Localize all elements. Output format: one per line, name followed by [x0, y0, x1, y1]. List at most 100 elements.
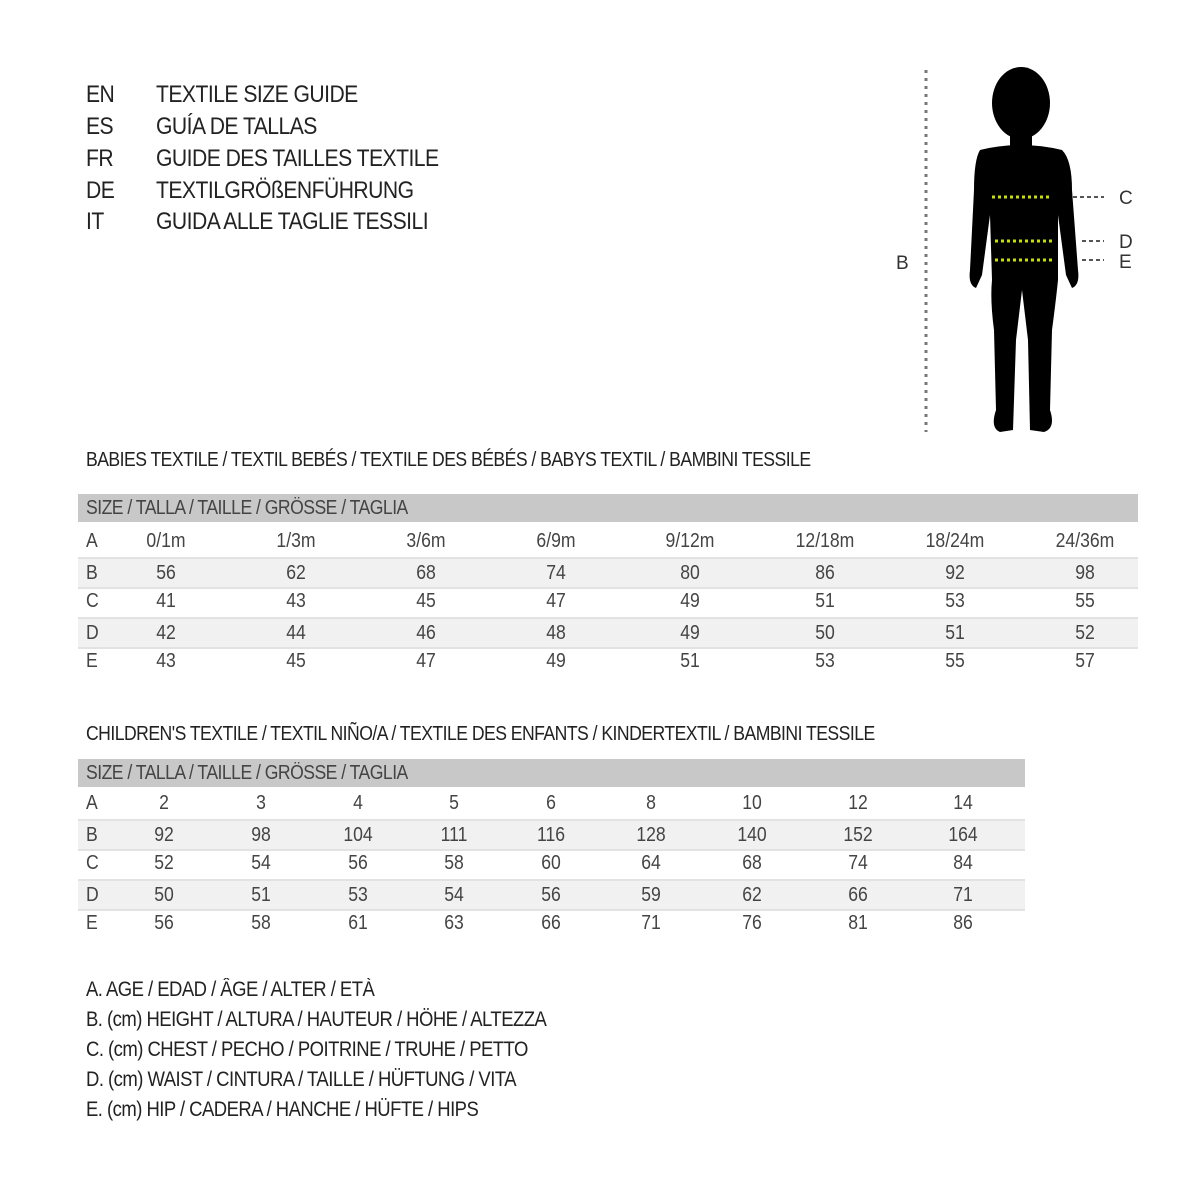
- table-cell: 68: [742, 852, 762, 874]
- table-cell: 12/18m: [795, 530, 855, 552]
- table-cell: 74: [848, 852, 868, 874]
- table-cell: 116: [536, 824, 566, 846]
- language-title: GUIDA ALLE TAGLIE TESSILI: [156, 208, 429, 235]
- table-cell: 51: [945, 622, 965, 644]
- table-cell: 10: [742, 792, 762, 814]
- babies-header-bar: SIZE / TALLA / TAILLE / GRÖSSE / TAGLIA: [78, 494, 1138, 522]
- label-d: D: [1119, 232, 1133, 253]
- table-cell: 62: [742, 884, 762, 906]
- table-cell: 98: [251, 824, 271, 846]
- table-cell: 14: [953, 792, 973, 814]
- language-code: IT: [86, 208, 104, 235]
- table-cell: 98: [1075, 562, 1095, 584]
- legend-item: E. (cm) HIP / CADERA / HANCHE / HÜFTE / …: [86, 1098, 479, 1121]
- label-b: B: [896, 253, 909, 274]
- row-label: B: [86, 824, 98, 846]
- table-cell: 86: [953, 912, 973, 934]
- row-label: A: [86, 530, 98, 552]
- label-e: E: [1119, 252, 1132, 273]
- table-cell: 54: [444, 884, 464, 906]
- babies-header: SIZE / TALLA / TAILLE / GRÖSSE / TAGLIA: [86, 497, 408, 519]
- legend-item: D. (cm) WAIST / CINTURA / TAILLE / HÜFTU…: [86, 1068, 517, 1091]
- table-cell: 49: [680, 622, 700, 644]
- row-label: D: [86, 622, 99, 644]
- table-cell: 92: [154, 824, 174, 846]
- table-cell: 84: [953, 852, 973, 874]
- table-cell: 45: [286, 650, 306, 672]
- language-title: TEXTILE SIZE GUIDE: [156, 81, 358, 108]
- table-cell: 3: [256, 792, 266, 814]
- table-cell: 57: [1075, 650, 1095, 672]
- table-cell: 55: [1075, 590, 1095, 612]
- legend-item: A. AGE / EDAD / ÂGE / ALTER / ETÀ: [86, 978, 375, 1001]
- row-label: E: [86, 912, 98, 934]
- language-title: TEXTILGRÖßENFÜHRUNG: [156, 177, 414, 204]
- children-header: SIZE / TALLA / TAILLE / GRÖSSE / TAGLIA: [86, 762, 408, 784]
- table-cell: 111: [440, 824, 468, 846]
- table-cell: 63: [444, 912, 464, 934]
- table-cell: 52: [154, 852, 174, 874]
- table-cell: 61: [348, 912, 368, 934]
- row-label: A: [86, 792, 98, 814]
- table-cell: 6: [546, 792, 556, 814]
- table-row: C 41 43 45 47 49 51 53 55: [78, 587, 1138, 615]
- table-cell: 68: [416, 562, 436, 584]
- row-label: D: [86, 884, 99, 906]
- table-cell: 43: [156, 650, 176, 672]
- language-title: GUIDE DES TAILLES TEXTILE: [156, 145, 439, 172]
- row-label: C: [86, 852, 99, 874]
- table-cell: 71: [641, 912, 661, 934]
- table-cell: 56: [348, 852, 368, 874]
- children-title: CHILDREN'S TEXTILE / TEXTIL NIÑO/A / TEX…: [86, 723, 875, 745]
- table-cell: 24/36m: [1055, 530, 1115, 552]
- table-cell: 53: [348, 884, 368, 906]
- table-cell: 2: [159, 792, 169, 814]
- table-cell: 164: [948, 824, 978, 846]
- table-cell: 58: [444, 852, 464, 874]
- table-cell: 50: [154, 884, 174, 906]
- language-code: ES: [86, 113, 114, 140]
- child-silhouette-figure: B C D E: [896, 67, 1133, 432]
- table-cell: 51: [251, 884, 271, 906]
- table-cell: 152: [843, 824, 873, 846]
- table-cell: 41: [156, 590, 176, 612]
- table-cell: 53: [815, 650, 835, 672]
- table-cell: 46: [416, 622, 436, 644]
- babies-title: BABIES TEXTILE / TEXTIL BEBÉS / TEXTILE …: [86, 449, 811, 471]
- table-cell: 12: [848, 792, 868, 814]
- table-cell: 47: [546, 590, 566, 612]
- table-cell: 18/24m: [925, 530, 985, 552]
- table-cell: 42: [156, 622, 176, 644]
- language-code: FR: [86, 145, 114, 172]
- row-label: C: [86, 590, 99, 612]
- language-title: GUÍA DE TALLAS: [156, 113, 317, 140]
- table-row: D 50 51 53 54 56 59 62 66 71: [78, 879, 1025, 911]
- table-cell: 56: [154, 912, 174, 934]
- table-cell: 49: [680, 590, 700, 612]
- table-cell: 51: [815, 590, 835, 612]
- table-cell: 76: [742, 912, 762, 934]
- table-row: E 43 45 47 49 51 53 55 57: [78, 647, 1138, 675]
- table-cell: 8: [646, 792, 656, 814]
- table-cell: 4: [353, 792, 363, 814]
- table-cell: 50: [815, 622, 835, 644]
- table-cell: 49: [546, 650, 566, 672]
- table-cell: 66: [541, 912, 561, 934]
- table-cell: 55: [945, 650, 965, 672]
- table-cell: 3/6m: [406, 530, 446, 552]
- table-cell: 58: [251, 912, 271, 934]
- table-cell: 92: [945, 562, 965, 584]
- table-cell: 66: [848, 884, 868, 906]
- table-row: A 0/1m 1/3m 3/6m 6/9m 9/12m 12/18m 18/24m 24/36m: [78, 527, 1138, 555]
- table-cell: 1/3m: [276, 530, 316, 552]
- table-cell: 140: [737, 824, 767, 846]
- table-cell: 54: [251, 852, 271, 874]
- table-cell: 56: [156, 562, 176, 584]
- table-cell: 86: [815, 562, 835, 584]
- table-cell: 5: [449, 792, 459, 814]
- table-cell: 80: [680, 562, 700, 584]
- table-cell: 53: [945, 590, 965, 612]
- table-row: E 56 58 61 63 66 71 76 81 86: [78, 909, 1025, 937]
- table-cell: 104: [343, 824, 373, 846]
